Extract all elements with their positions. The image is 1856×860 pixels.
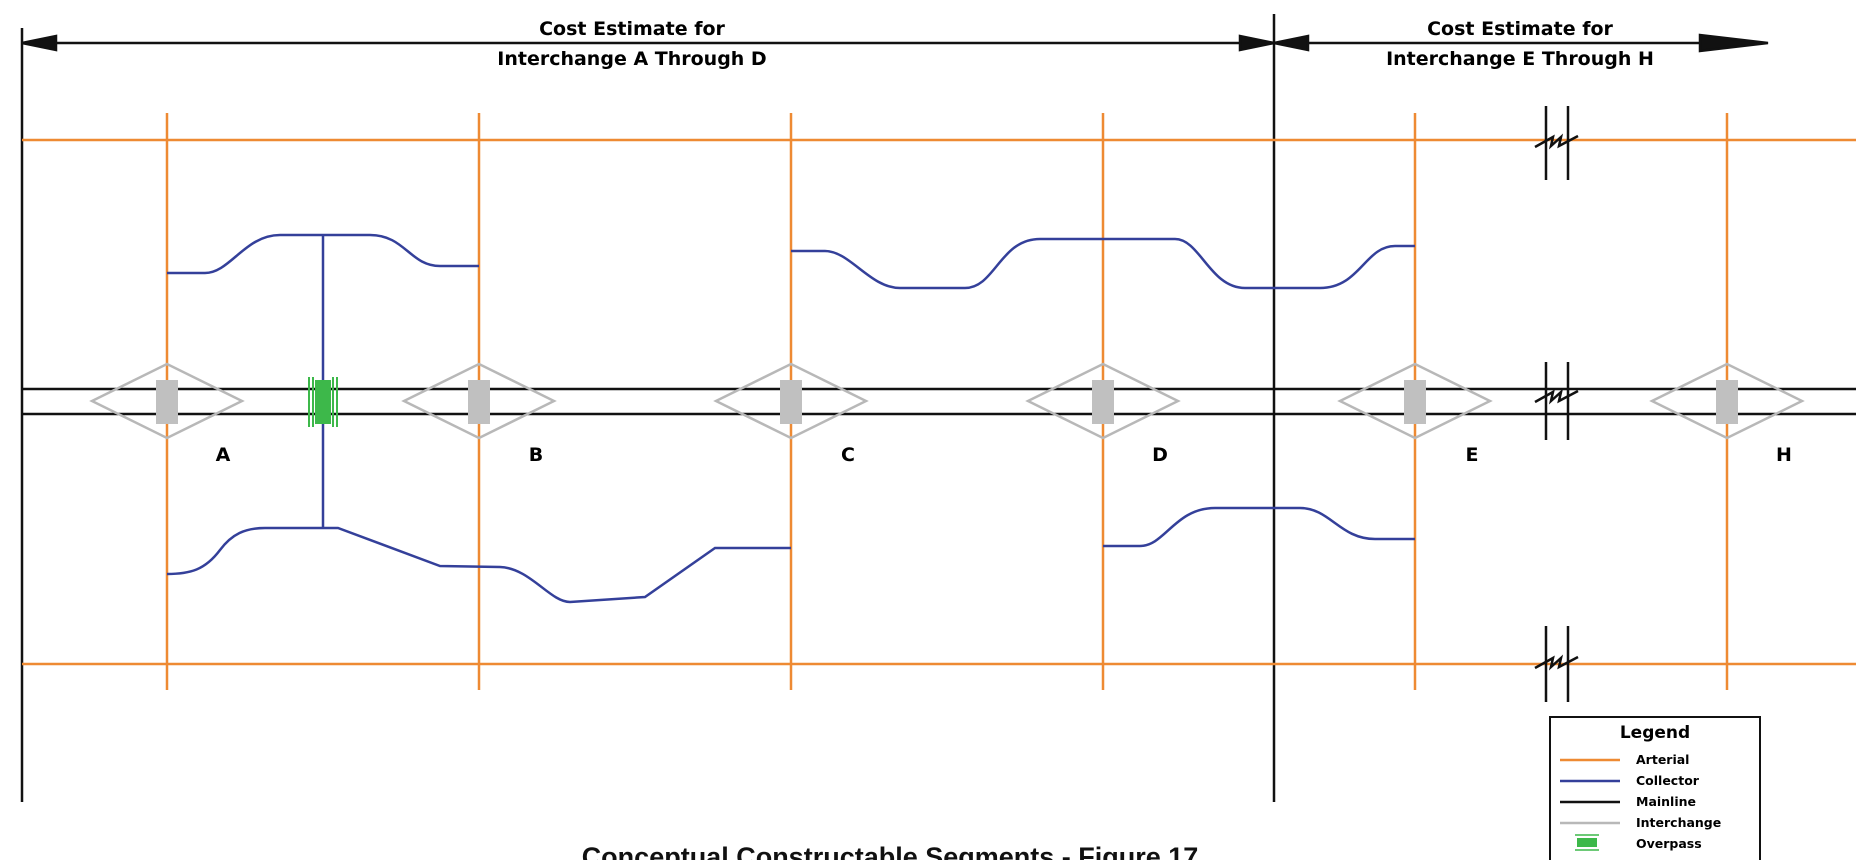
interchange-e	[1337, 362, 1493, 440]
left-estimate-title-line2: Interchange A Through D	[497, 48, 766, 70]
arterial-roads	[22, 113, 1856, 690]
interchange-label-e: E	[1466, 444, 1479, 466]
interchange-label-b: B	[529, 444, 543, 466]
interchange-label-h: H	[1776, 444, 1792, 466]
legend-label-overpass: Overpass	[1636, 836, 1702, 851]
interchange-c	[713, 362, 869, 440]
right-estimate-title-line2: Interchange E Through H	[1386, 48, 1654, 70]
break-symbols	[1534, 106, 1579, 702]
left-estimate-title-line1: Cost Estimate for	[539, 18, 725, 40]
interchange-label-d: D	[1152, 444, 1168, 466]
legend: Legend Arterial Collector Mainline Inter…	[1549, 716, 1761, 860]
interchanges	[89, 362, 1805, 440]
interchange-a	[89, 362, 245, 440]
right-estimate-title-line1: Cost Estimate for	[1427, 18, 1613, 40]
figure-title: Conceptual Constructable Segments - Figu…	[582, 842, 1199, 860]
interchange-b	[401, 362, 557, 440]
interchange-d	[1025, 362, 1181, 440]
legend-title: Legend	[1620, 723, 1690, 743]
cost-estimate-arrows	[21, 33, 1769, 53]
legend-label-interchange: Interchange	[1636, 815, 1721, 830]
legend-frame	[1549, 716, 1761, 860]
interchange-label-a: A	[216, 444, 231, 466]
mainline	[22, 387, 1856, 416]
interchange-label-c: C	[841, 444, 855, 466]
legend-label-collector: Collector	[1636, 773, 1700, 788]
legend-label-mainline: Mainline	[1636, 794, 1696, 809]
legend-swatch-overpass	[1575, 834, 1599, 851]
section-boundaries	[20, 14, 1276, 802]
legend-label-arterial: Arterial	[1636, 752, 1689, 767]
overpass	[308, 377, 338, 427]
interchange-h	[1649, 362, 1805, 440]
